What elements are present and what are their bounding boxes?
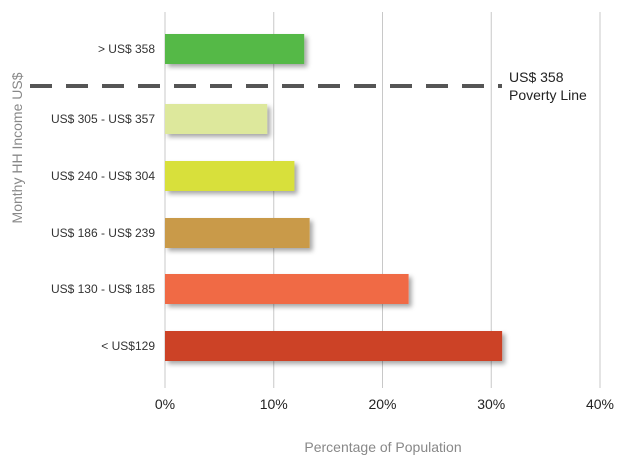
category-label: US$ 305 - US$ 357	[51, 112, 155, 126]
x-tick-label: 0%	[155, 396, 175, 412]
category-labels: > US$ 358 US$ 305 - US$ 357 US$ 240 - US$ …	[51, 42, 155, 353]
bar-2	[165, 161, 295, 191]
x-tick-label: 30%	[477, 396, 505, 412]
category-label: US$ 186 - US$ 239	[51, 226, 155, 240]
x-tick-label: 10%	[260, 396, 288, 412]
x-tick-labels: 0% 10% 20% 30% 40%	[155, 396, 614, 412]
bar-4	[165, 274, 409, 304]
x-axis-title: Percentage of Population	[304, 439, 461, 455]
y-axis-title: Monthy HH Income US$	[9, 72, 25, 223]
category-label: US$ 130 - US$ 185	[51, 282, 155, 296]
category-label: > US$ 358	[98, 42, 155, 56]
poverty-line-group: US$ 358 Poverty Line	[30, 69, 587, 103]
bar-0	[165, 34, 305, 64]
poverty-line-label-amount: US$ 358	[509, 69, 564, 85]
poverty-line-label-text: Poverty Line	[509, 87, 587, 103]
grid-lines	[164, 12, 601, 388]
bar-3	[165, 218, 310, 248]
x-tick-label: 40%	[586, 396, 614, 412]
category-label: < US$129	[101, 339, 155, 353]
bars	[165, 34, 503, 361]
bar-5	[165, 331, 503, 361]
category-label: US$ 240 - US$ 304	[51, 169, 155, 183]
bar-1	[165, 104, 268, 134]
x-tick-label: 20%	[368, 396, 396, 412]
